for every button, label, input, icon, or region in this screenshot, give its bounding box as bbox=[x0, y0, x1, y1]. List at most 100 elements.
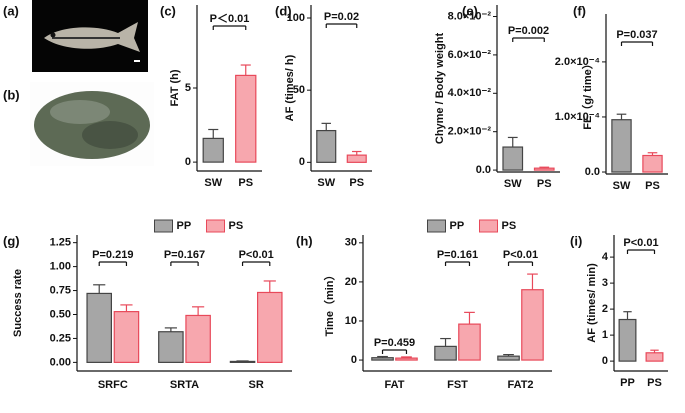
stone-photo bbox=[30, 82, 154, 166]
panel-label: (f) bbox=[573, 3, 586, 18]
y-axis-title: FAT (h) bbox=[169, 69, 181, 106]
y-tick-label: 8.0×10⁻² bbox=[448, 10, 492, 22]
y-tick-label: 2.0×10⁻⁴ bbox=[555, 56, 600, 68]
y-tick-label: 0.0 bbox=[585, 166, 600, 178]
x-tick-label: FAT2 bbox=[507, 379, 533, 391]
panel-label: (c) bbox=[160, 3, 176, 18]
y-tick-label: 0.00 bbox=[50, 356, 71, 368]
x-tick-label: SRTA bbox=[170, 379, 199, 391]
y-axis-title: AF (times/ h) bbox=[284, 54, 296, 121]
bar bbox=[371, 357, 394, 361]
bar bbox=[458, 323, 481, 361]
bar bbox=[618, 318, 637, 362]
bar bbox=[521, 289, 544, 361]
p-value: P=0.02 bbox=[324, 11, 359, 23]
panel-label: (d) bbox=[275, 3, 292, 18]
y-axis-title: AF (times/ min) bbox=[586, 263, 598, 343]
legend-swatch bbox=[206, 219, 225, 233]
legend-swatch bbox=[479, 219, 498, 233]
bar bbox=[229, 360, 256, 363]
x-tick-label: SW bbox=[613, 180, 631, 192]
panel-label: (i) bbox=[570, 233, 582, 248]
y-tick-label: 0 bbox=[351, 354, 357, 366]
panel-label: (b) bbox=[3, 87, 20, 102]
bar bbox=[645, 352, 664, 362]
y-tick-label: 10 bbox=[345, 315, 357, 327]
y-tick-label: 2.0×10⁻² bbox=[448, 126, 492, 138]
y-tick-label: 30 bbox=[345, 237, 357, 249]
y-tick-label: 4 bbox=[602, 251, 609, 263]
y-tick-label: 1.0×10⁻⁴ bbox=[555, 111, 600, 123]
y-tick-label: 5 bbox=[185, 82, 191, 94]
panel-label: (a) bbox=[3, 3, 19, 18]
legend-swatch bbox=[427, 219, 446, 233]
y-tick-label: 1 bbox=[602, 329, 608, 341]
y-axis-title: Chyme / Body weight bbox=[434, 33, 446, 145]
y-tick-label: 4.0×10⁻² bbox=[448, 87, 492, 99]
bar bbox=[158, 331, 184, 363]
bar bbox=[346, 154, 367, 163]
bar bbox=[257, 291, 283, 363]
p-value: P＜0.01 bbox=[210, 13, 250, 25]
x-tick-label: PS bbox=[537, 178, 552, 190]
p-value: P=0.167 bbox=[164, 249, 205, 261]
bar bbox=[235, 74, 257, 163]
y-tick-label: 0.25 bbox=[50, 332, 71, 344]
bar bbox=[533, 167, 555, 171]
p-value: P=0.161 bbox=[437, 249, 478, 261]
y-axis-title: Success rate bbox=[12, 269, 24, 337]
y-tick-label: 20 bbox=[345, 276, 357, 288]
p-value: P<0.01 bbox=[623, 237, 658, 249]
y-tick-label: 0 bbox=[299, 156, 305, 168]
y-tick-label: 0 bbox=[602, 355, 608, 367]
panel-label: (e) bbox=[462, 3, 478, 18]
x-tick-label: PP bbox=[620, 377, 635, 389]
p-value: P=0.002 bbox=[508, 25, 549, 37]
p-value: P=0.037 bbox=[616, 29, 657, 41]
y-tick-label: 100 bbox=[287, 12, 305, 24]
legend-label: PP bbox=[450, 220, 465, 232]
p-value: P=0.219 bbox=[92, 249, 133, 261]
bar bbox=[395, 357, 418, 361]
bar bbox=[185, 314, 211, 363]
bar bbox=[113, 311, 140, 363]
p-value: P=0.459 bbox=[374, 337, 415, 349]
p-value: P<0.01 bbox=[239, 249, 274, 261]
y-tick-label: 50 bbox=[293, 84, 305, 96]
bar bbox=[502, 146, 524, 171]
x-tick-label: SW bbox=[204, 177, 222, 189]
y-axis-title: Time（min） bbox=[323, 269, 336, 336]
bar bbox=[316, 129, 337, 163]
p-value: P<0.01 bbox=[503, 249, 538, 261]
bar bbox=[642, 154, 663, 173]
x-tick-label: PS bbox=[647, 377, 662, 389]
y-tick-label: 0 bbox=[185, 156, 191, 168]
y-tick-label: 1.25 bbox=[50, 237, 71, 249]
y-tick-label: 0.75 bbox=[50, 284, 71, 296]
legend-label: PS bbox=[502, 220, 517, 232]
legend-swatch bbox=[154, 219, 173, 233]
x-tick-label: PS bbox=[238, 177, 253, 189]
x-tick-label: SW bbox=[504, 178, 522, 190]
fish-photo bbox=[32, 0, 148, 72]
y-tick-label: 3 bbox=[602, 277, 608, 289]
panel-label: (g) bbox=[3, 233, 20, 248]
legend-label: PS bbox=[229, 220, 244, 232]
bar bbox=[497, 355, 520, 361]
y-tick-label: 6.0×10⁻² bbox=[448, 49, 492, 61]
y-tick-label: 1.00 bbox=[50, 261, 71, 273]
x-tick-label: PS bbox=[349, 177, 364, 189]
y-tick-label: 2 bbox=[602, 303, 608, 315]
bar bbox=[86, 292, 112, 363]
y-tick-label: 0.50 bbox=[50, 308, 71, 320]
panel-label: (h) bbox=[296, 233, 313, 248]
x-tick-label: SRFC bbox=[98, 379, 128, 391]
bar bbox=[434, 345, 457, 361]
legend-label: PP bbox=[177, 220, 192, 232]
x-tick-label: PS bbox=[645, 180, 660, 192]
x-tick-label: SW bbox=[317, 177, 335, 189]
bar bbox=[611, 119, 632, 173]
y-axis-title: FE（g/ time） bbox=[581, 58, 594, 130]
x-tick-label: FST bbox=[447, 379, 468, 391]
